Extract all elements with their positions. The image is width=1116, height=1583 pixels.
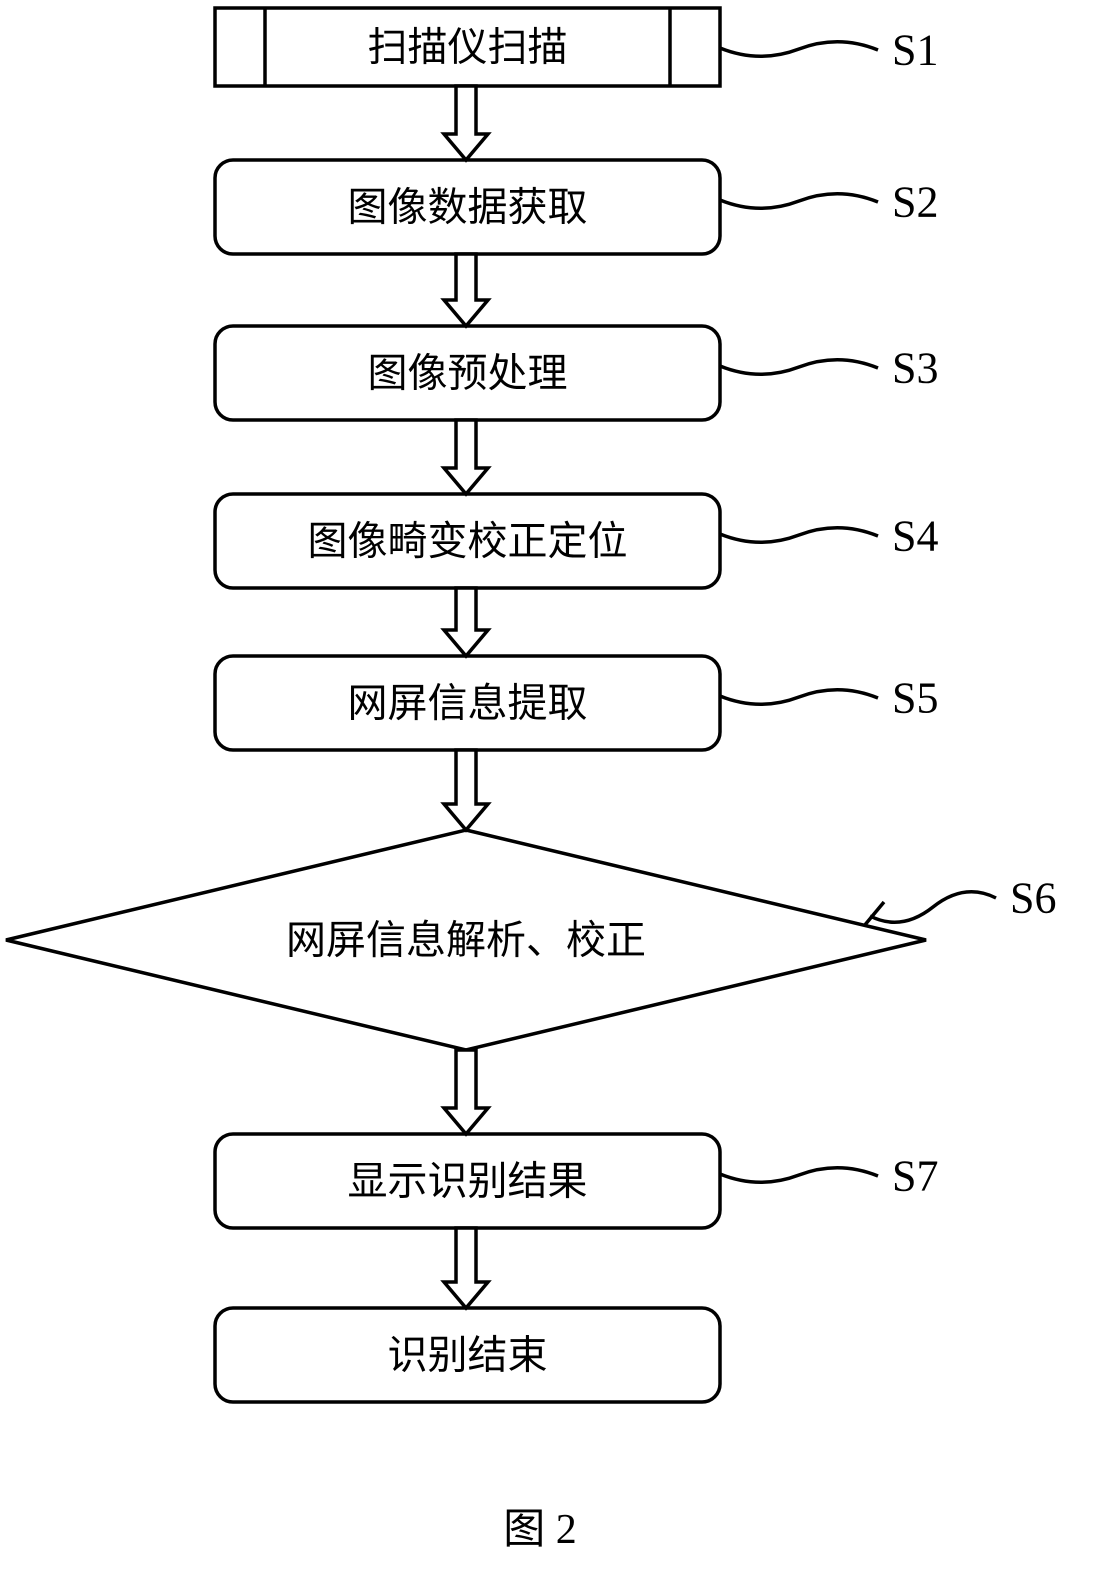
leader-4: [720, 690, 878, 705]
flow-node-label: 识别结束: [388, 1333, 548, 1378]
step-label-s6: S6: [1010, 874, 1056, 923]
flow-node-label: 图像预处理: [368, 351, 568, 396]
figure-caption: 图 2: [503, 1507, 577, 1553]
step-label-s3: S3: [892, 344, 938, 393]
flow-node-s4: 图像畸变校正定位: [215, 494, 720, 588]
step-label-s1: S1: [892, 26, 938, 75]
leader-5: [864, 892, 996, 926]
flow-node-s1: 扫描仪扫描: [215, 8, 720, 86]
step-label-s4: S4: [892, 512, 938, 561]
flow-node-s7: 显示识别结果: [215, 1134, 720, 1228]
leader-2: [720, 360, 878, 375]
flow-arrow-3: [444, 588, 488, 656]
flow-arrow-5: [444, 1050, 488, 1134]
flow-node-s5: 网屏信息提取: [215, 656, 720, 750]
flow-node-s2: 图像数据获取: [215, 160, 720, 254]
flow-node-label: 网屏信息提取: [348, 681, 588, 726]
leader-0: [720, 42, 878, 57]
flowchart-svg: 扫描仪扫描图像数据获取图像预处理图像畸变校正定位网屏信息提取网屏信息解析、校正显…: [0, 0, 1116, 1583]
flow-node-s6: 网屏信息解析、校正: [6, 830, 926, 1050]
flow-node-label: 图像数据获取: [348, 185, 588, 230]
flow-node-label: 显示识别结果: [348, 1159, 588, 1204]
flow-arrow-1: [444, 254, 488, 326]
flow-node-s3: 图像预处理: [215, 326, 720, 420]
flow-node-label: 图像畸变校正定位: [308, 519, 628, 564]
flow-arrow-0: [444, 86, 488, 160]
flow-arrow-4: [444, 750, 488, 830]
leader-1: [720, 194, 878, 209]
flow-arrow-2: [444, 420, 488, 494]
flow-node-end: 识别结束: [215, 1308, 720, 1402]
step-label-s7: S7: [892, 1152, 938, 1201]
leader-6: [720, 1168, 878, 1183]
flow-node-label: 扫描仪扫描: [368, 25, 568, 70]
flow-node-label: 网屏信息解析、校正: [286, 918, 646, 963]
flow-arrow-6: [444, 1228, 488, 1308]
step-label-s5: S5: [892, 674, 938, 723]
leader-3: [720, 528, 878, 543]
step-label-s2: S2: [892, 178, 938, 227]
